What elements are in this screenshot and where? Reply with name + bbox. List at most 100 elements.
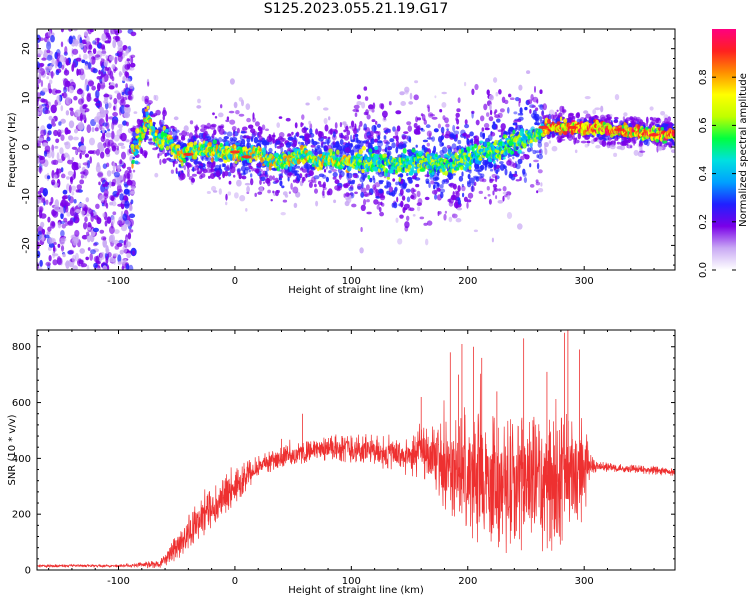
spectrogram-noise-point	[38, 73, 42, 80]
spectrogram-noise-point	[71, 206, 75, 212]
spectrogram-scatter-point	[604, 136, 610, 141]
spectrogram-noise-point	[46, 231, 51, 235]
spectrogram-noise-point	[79, 152, 82, 160]
spectrogram-noise-point	[47, 124, 52, 130]
spectrogram-scatter-point	[488, 116, 494, 122]
spectrogram-noise-point	[106, 170, 112, 177]
spectrogram-scatter-point	[507, 155, 510, 159]
spectrogram-scatter-point	[401, 143, 407, 149]
spectrogram-scatter-point	[339, 122, 342, 128]
spectrogram-scatter-point	[453, 130, 460, 135]
spectrogram-ridge-point	[268, 165, 272, 171]
spectrogram-scatter-point	[200, 128, 206, 133]
spectrogram-noise-point	[116, 92, 122, 100]
spectrogram-noise-point	[83, 222, 88, 230]
spectrogram-scatter-point	[294, 122, 298, 129]
spectrogram-noise-point	[113, 134, 120, 142]
spectrogram-scatter-point	[478, 165, 484, 172]
spectrogram-noise-point	[130, 199, 134, 205]
spectrogram-noise-point	[91, 85, 96, 91]
spectrogram-noise-point	[114, 56, 118, 65]
spectrogram-scatter-point	[136, 119, 142, 125]
spectrogram-scatter-point	[196, 167, 200, 174]
spectrogram-scatter-point	[394, 129, 399, 137]
spectrogram-scatter-point	[551, 145, 558, 152]
spectrogram-scatter-point	[536, 99, 539, 104]
spectrogram-scatter-point	[162, 158, 167, 164]
spectrogram-scatter-point	[260, 176, 266, 182]
spectrogram-scatter-point	[206, 167, 211, 174]
spectrogram-scatter-point	[187, 172, 190, 177]
spectrogram-scatter-point	[631, 120, 635, 125]
spectrogram-noise-point	[111, 200, 117, 207]
spectrogram-scatter-point	[482, 132, 486, 137]
spectrogram-scatter-point	[473, 229, 478, 233]
spectrogram-scatter-point	[591, 116, 596, 119]
spectrogram-scatter-point	[369, 177, 373, 183]
spectrogram-noise-point	[37, 157, 40, 164]
spectrogram-scatter-point	[535, 150, 540, 154]
spectrogram-noise-point	[97, 82, 101, 92]
spectrogram-scatter-point	[449, 182, 455, 188]
spectrogram-noise-point	[60, 212, 64, 219]
spectrogram-noise-point	[68, 85, 75, 94]
spectrogram-scatter-point	[544, 148, 548, 155]
spectrogram-noise-point	[124, 200, 130, 209]
spectrogram-ridge-point	[361, 168, 365, 174]
spectrogram-scatter-point	[530, 113, 537, 119]
spectrogram-noise-point	[93, 241, 99, 246]
spectrogram-scatter-point	[448, 216, 453, 223]
spectrogram-scatter-point	[500, 123, 506, 130]
spectrogram-noise-point	[120, 132, 127, 142]
spectrogram-scatter-point	[433, 184, 436, 190]
spectrogram-scatter-point	[250, 128, 256, 134]
spectrogram-scatter-point	[338, 175, 343, 178]
spectrogram-noise-point	[122, 76, 126, 82]
spectrogram-noise-point	[126, 78, 131, 82]
spectrogram-scatter-point	[452, 173, 456, 176]
spectrogram-scatter-point	[436, 182, 440, 187]
spectrogram-noise-point	[45, 261, 51, 267]
spectrogram-scatter-point	[508, 173, 513, 179]
spectrogram-scatter-point	[466, 202, 469, 209]
spectrogram-scatter-point	[318, 135, 322, 140]
spectrogram-noise-point	[121, 91, 125, 96]
spectrogram-noise-point	[69, 107, 74, 111]
spectrogram-scatter-point	[268, 147, 273, 153]
spectrogram-scatter-point	[584, 136, 590, 141]
spectrogram-noise-point	[122, 120, 128, 126]
spectrogram-scatter-point	[488, 198, 492, 205]
spectrogram-noise-point	[103, 189, 109, 197]
spectrogram-scatter-point	[383, 130, 387, 133]
spectrogram-scatter-point	[629, 116, 634, 120]
spectrogram-noise-point	[46, 76, 49, 80]
spectrogram-scatter-point	[477, 169, 480, 175]
spectrogram-noise-point	[103, 60, 108, 67]
spectrogram-scatter-point	[499, 163, 505, 171]
spectrogram-scatter-point	[512, 156, 515, 160]
spectrogram-noise-point	[102, 239, 107, 248]
spectrogram-scatter-point	[649, 106, 654, 111]
spectrogram-noise-point	[105, 55, 109, 59]
spectrogram-scatter-point	[231, 125, 237, 131]
spectrogram-scatter-point	[332, 176, 337, 180]
spectrogram-scatter-point	[218, 128, 225, 135]
spectrogram-scatter-point	[236, 168, 242, 173]
spectrogram-scatter-point	[299, 135, 305, 139]
spectrogram-scatter-point	[301, 122, 304, 126]
spectrogram-ridge-point	[410, 155, 413, 161]
spectrogram-scatter-point	[372, 175, 375, 180]
spectrogram-ridge-point	[374, 145, 379, 151]
spectrogram-ridge-point	[235, 142, 241, 146]
spectrogram-scatter-point	[366, 199, 370, 203]
spectrogram-noise-point	[83, 169, 89, 176]
spectrogram-scatter-point	[278, 116, 283, 119]
spectrogram-scatter-point	[664, 124, 668, 131]
spectrogram-scatter-point	[373, 199, 379, 205]
spectrogram-scatter-point	[379, 211, 384, 217]
spectrogram-scatter-point	[455, 133, 458, 139]
spectrogram-ridge-point	[145, 111, 149, 116]
spectrogram-noise-point	[119, 249, 124, 255]
spectrogram-scatter-point	[202, 132, 206, 139]
spectrogram-noise-point	[50, 35, 55, 43]
